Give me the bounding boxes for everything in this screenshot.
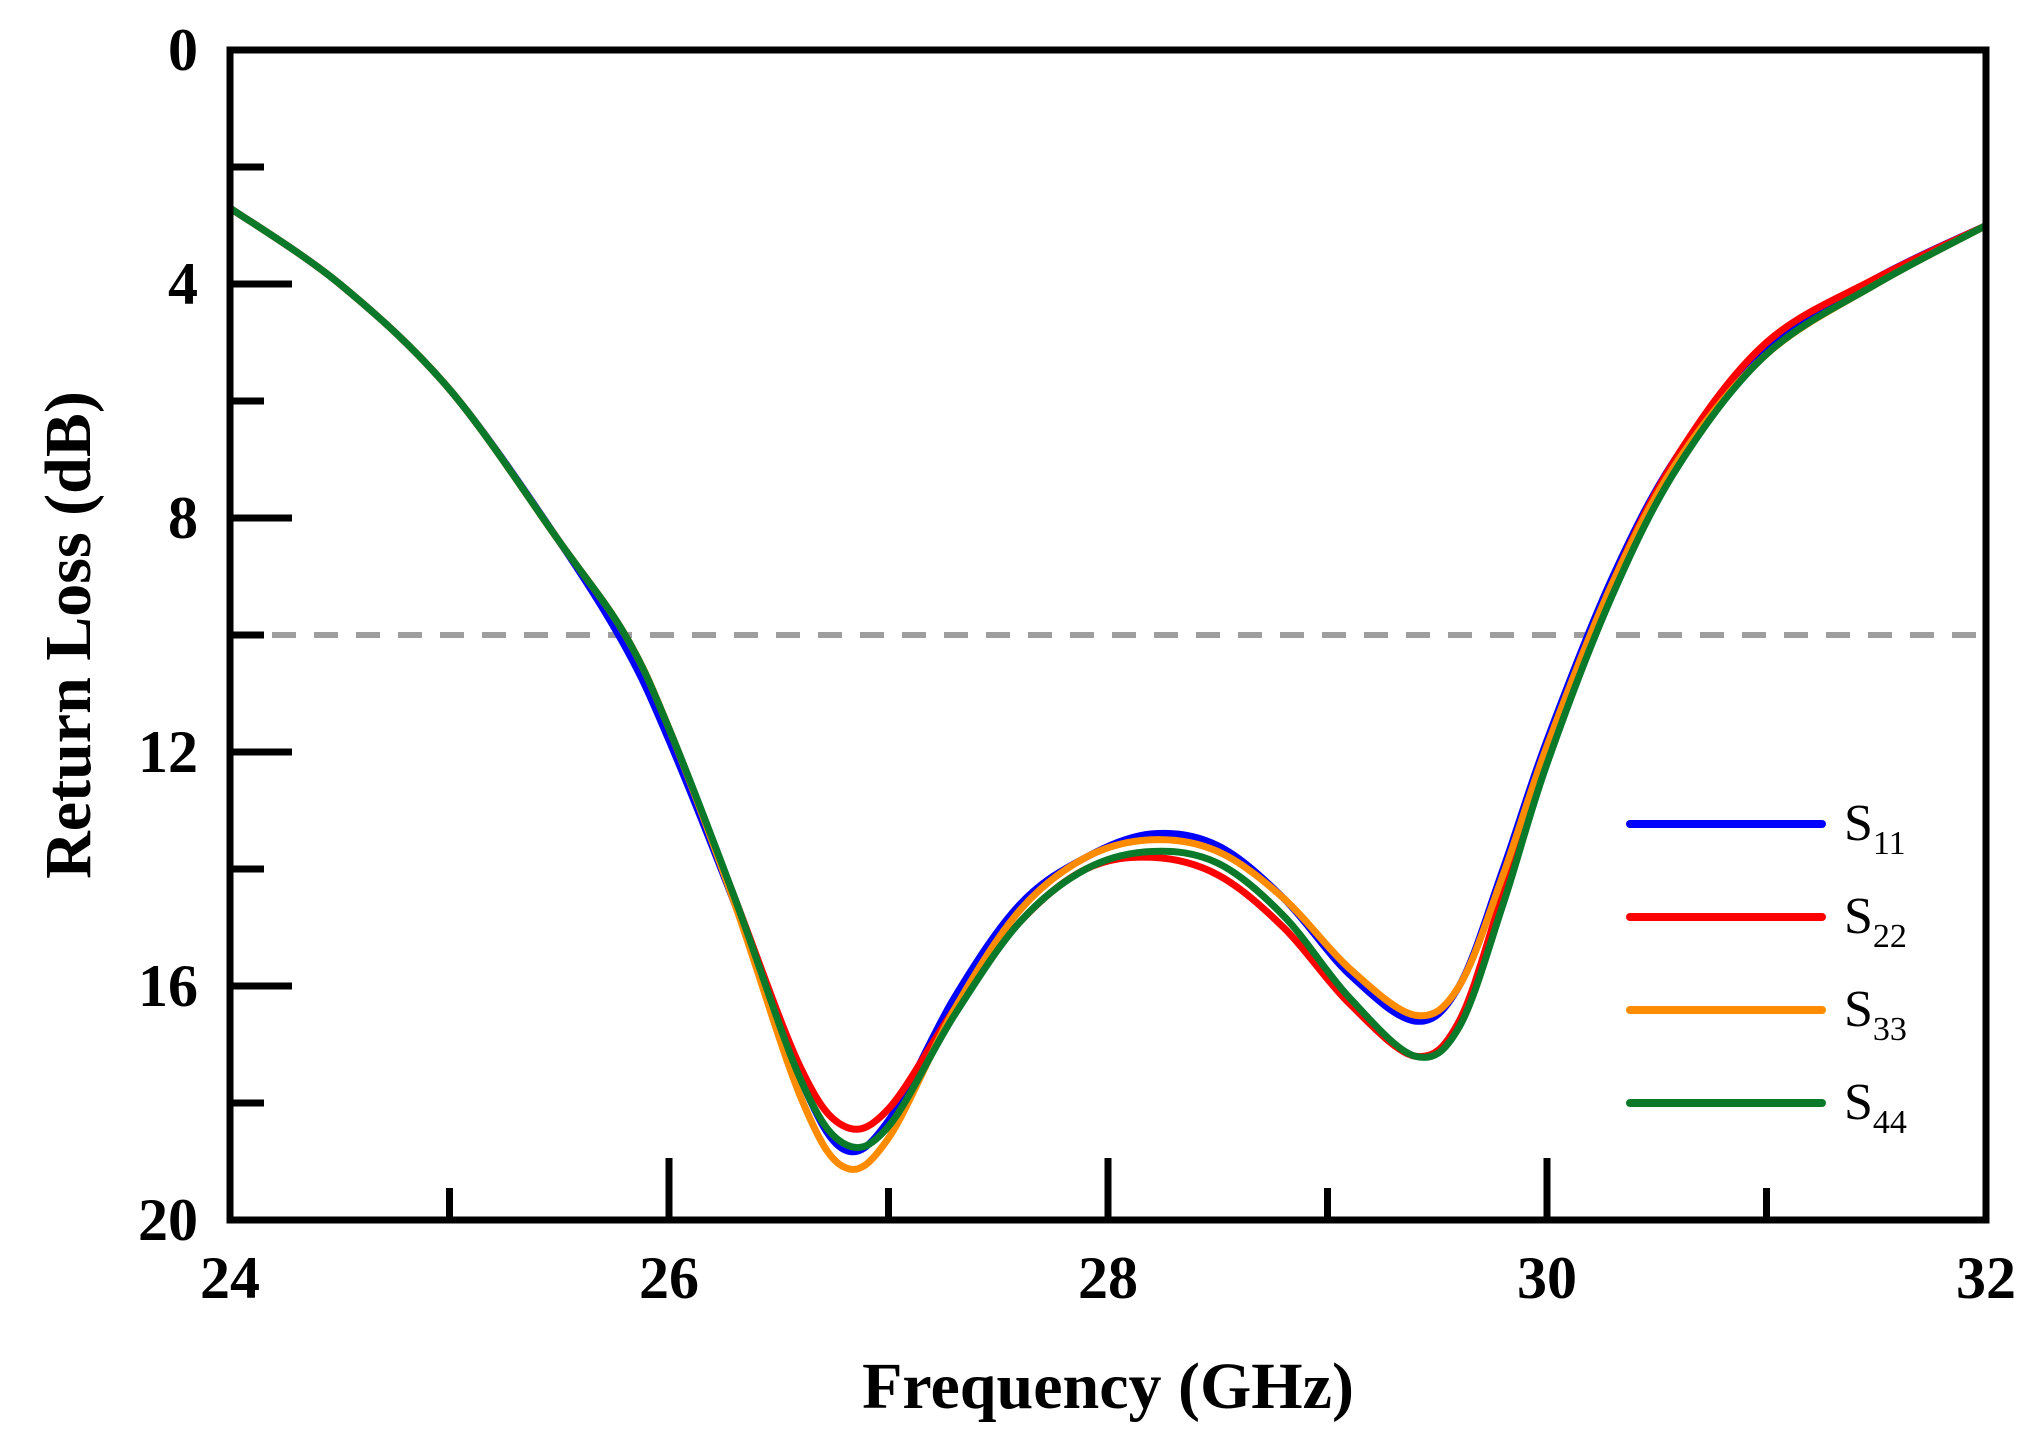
tick-labels-layer: 24 26 28 30 32 0 4 8 12 16 20	[138, 17, 2016, 1311]
legend-label-s22: S22	[1844, 888, 1907, 955]
x-axis-title: Frequency (GHz)	[862, 1350, 1354, 1423]
y-tick-label: 16	[138, 953, 198, 1019]
series-layer	[226, 204, 1990, 1173]
x-tick-label: 24	[200, 1245, 260, 1311]
y-tick-label: 8	[168, 485, 198, 551]
y-tick-label: 4	[168, 251, 198, 317]
plot-frame	[226, 46, 1990, 1224]
x-tick-label: 26	[639, 1245, 699, 1311]
legend: S11 S22 S33 S44	[1626, 795, 1907, 1141]
legend-label-s33: S33	[1844, 981, 1907, 1048]
legend-label-s44: S44	[1844, 1074, 1907, 1141]
y-tick-label: 20	[138, 1187, 198, 1253]
series-line-s44	[226, 204, 1990, 1152]
legend-label-s11: S11	[1844, 795, 1906, 862]
y-tick-label: 12	[138, 719, 198, 785]
y-axis-title: Return Loss (dB)	[32, 391, 105, 879]
x-tick-label: 30	[1517, 1245, 1577, 1311]
y-tick-label: 0	[168, 17, 198, 83]
x-tick-label: 32	[1956, 1245, 2016, 1311]
x-tick-label: 28	[1078, 1245, 1138, 1311]
